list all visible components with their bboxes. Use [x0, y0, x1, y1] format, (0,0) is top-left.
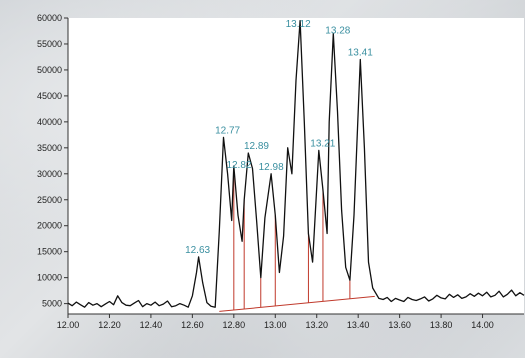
- peak-label: 12.63: [185, 245, 210, 256]
- plot-area: [68, 18, 524, 314]
- integration-baseline: [219, 295, 375, 312]
- peak-label: 12.77: [215, 125, 240, 136]
- x-tick-label: 13.80: [430, 320, 453, 330]
- y-tick-label: 30000: [37, 169, 62, 179]
- chromatogram-trace: [67, 19, 525, 308]
- peak-label: 13.28: [325, 26, 350, 37]
- y-tick-label: 40000: [37, 117, 62, 127]
- x-tick-label: 12.40: [140, 320, 163, 330]
- x-tick-label: 12.80: [223, 320, 246, 330]
- peak-labels: 12.63 12.77 12.82 12.89 12.98 13.12 13.28 13.21…: [185, 19, 373, 256]
- y-tick-label: 35000: [37, 143, 62, 153]
- peak-label: 12.82: [226, 160, 251, 171]
- x-tick-label: 12.00: [57, 320, 80, 330]
- y-tick-label: 45000: [37, 91, 62, 101]
- x-tick-label: 13.00: [264, 320, 287, 330]
- peak-label: 13.12: [286, 19, 311, 30]
- x-axis: 12.00 12.20 12.40 12.60 12.80 13.00 13.20 13.40…: [57, 314, 494, 330]
- y-tick-label: 10000: [37, 273, 62, 283]
- x-tick-label: 12.60: [181, 320, 204, 330]
- y-tick-label: 55000: [37, 39, 62, 49]
- y-tick-label: 15000: [37, 247, 62, 257]
- y-tick-label: 5000: [42, 299, 62, 309]
- peak-label: 12.98: [259, 162, 284, 173]
- y-axis: 5000 10000 15000 20000 25000 30000 35000 40000 4…: [37, 13, 68, 309]
- x-tick-label: 13.60: [388, 320, 411, 330]
- x-tick-label: 12.20: [98, 320, 121, 330]
- peak-label: 12.89: [244, 141, 269, 152]
- x-tick-label: 14.00: [471, 320, 494, 330]
- peak-label: 13.21: [310, 138, 335, 149]
- y-tick-label: 25000: [37, 195, 62, 205]
- y-tick-label: 60000: [37, 13, 62, 23]
- y-tick-label: 50000: [37, 65, 62, 75]
- x-tick-label: 13.40: [347, 320, 370, 330]
- x-tick-label: 13.20: [305, 320, 328, 330]
- y-tick-label: 20000: [37, 221, 62, 231]
- integration-marks: [219, 166, 375, 312]
- peak-label: 13.41: [348, 48, 373, 59]
